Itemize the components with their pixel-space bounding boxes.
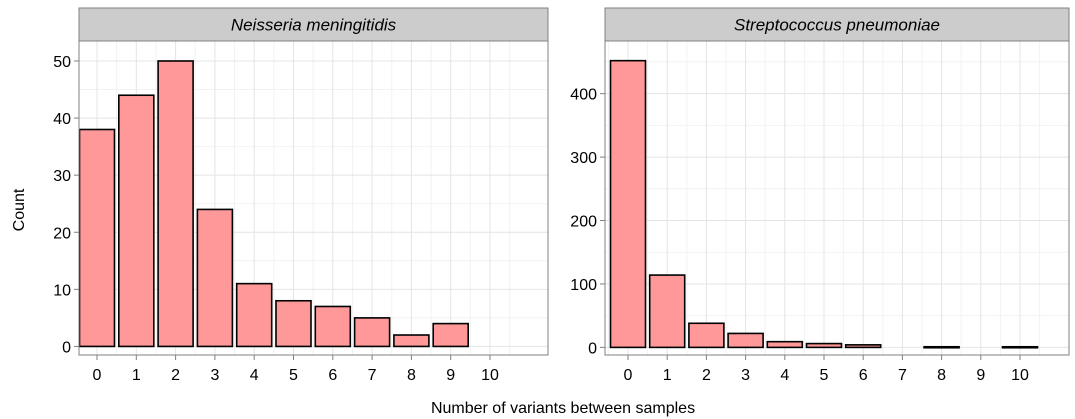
x-tick-label: 1 [132,367,141,384]
histogram-bar [766,340,804,349]
x-tick-label: 9 [976,367,985,384]
histogram-bar [648,274,686,349]
histogram-bar [727,332,764,349]
histogram-bar [844,344,882,349]
x-tick-label: 5 [820,367,829,384]
x-tick-label: 0 [93,367,102,384]
x-axis-title: Number of variants between samples [431,400,695,417]
y-tick-label: 20 [53,225,71,242]
x-tick-label: 7 [898,367,907,384]
x-tick-label: 9 [446,367,455,384]
x-tick-label: 5 [289,367,298,384]
y-axis-title: Count [11,188,28,231]
y-tick-label: 400 [570,87,597,104]
facet-strip [78,7,549,42]
y-tick-label: 40 [53,111,71,128]
x-tick-label: 10 [481,367,499,384]
histogram-bar [1001,345,1039,349]
x-tick-label: 6 [328,367,337,384]
y-tick-label: 100 [570,277,597,294]
facet-strip-title: Neisseria meningitidis [231,16,397,35]
x-tick-label: 2 [702,367,711,384]
y-tick-label: 50 [53,54,71,71]
histogram-bar [688,322,725,349]
x-tick-label: 3 [210,367,219,384]
facet-strip-title: Streptococcus pneumoniae [734,16,940,35]
x-tick-label: 2 [171,367,180,384]
histogram-bar [157,60,194,348]
histogram-bar [275,299,312,348]
x-tick-label: 10 [1011,367,1029,384]
x-tick-label: 1 [663,367,672,384]
y-tick-label: 200 [570,214,597,231]
x-tick-label: 4 [250,367,259,384]
x-tick-label: 4 [780,367,789,384]
histogram-bar [609,59,647,349]
x-tick-label: 8 [937,367,946,384]
x-tick-label: 7 [368,367,377,384]
y-tick-label: 10 [53,282,71,299]
histogram-bar [805,342,843,349]
x-tick-label: 8 [407,367,416,384]
facet-strip [604,7,1070,42]
histogram-bar [78,128,116,348]
x-tick-label: 6 [859,367,868,384]
y-tick-label: 30 [53,168,71,185]
histogram-bar [314,305,352,348]
histogram-bar [393,334,430,348]
histogram-bar [235,282,273,348]
x-tick-label: 0 [624,367,633,384]
histogram-bar [353,317,391,348]
histogram-bar [118,94,155,348]
histogram-bar [432,322,470,348]
histogram-bar [923,345,960,349]
y-tick-label: 0 [62,339,71,356]
x-tick-label: 3 [741,367,750,384]
y-tick-label: 0 [588,340,597,357]
histogram-bar [196,208,234,348]
y-tick-label: 300 [570,150,597,167]
